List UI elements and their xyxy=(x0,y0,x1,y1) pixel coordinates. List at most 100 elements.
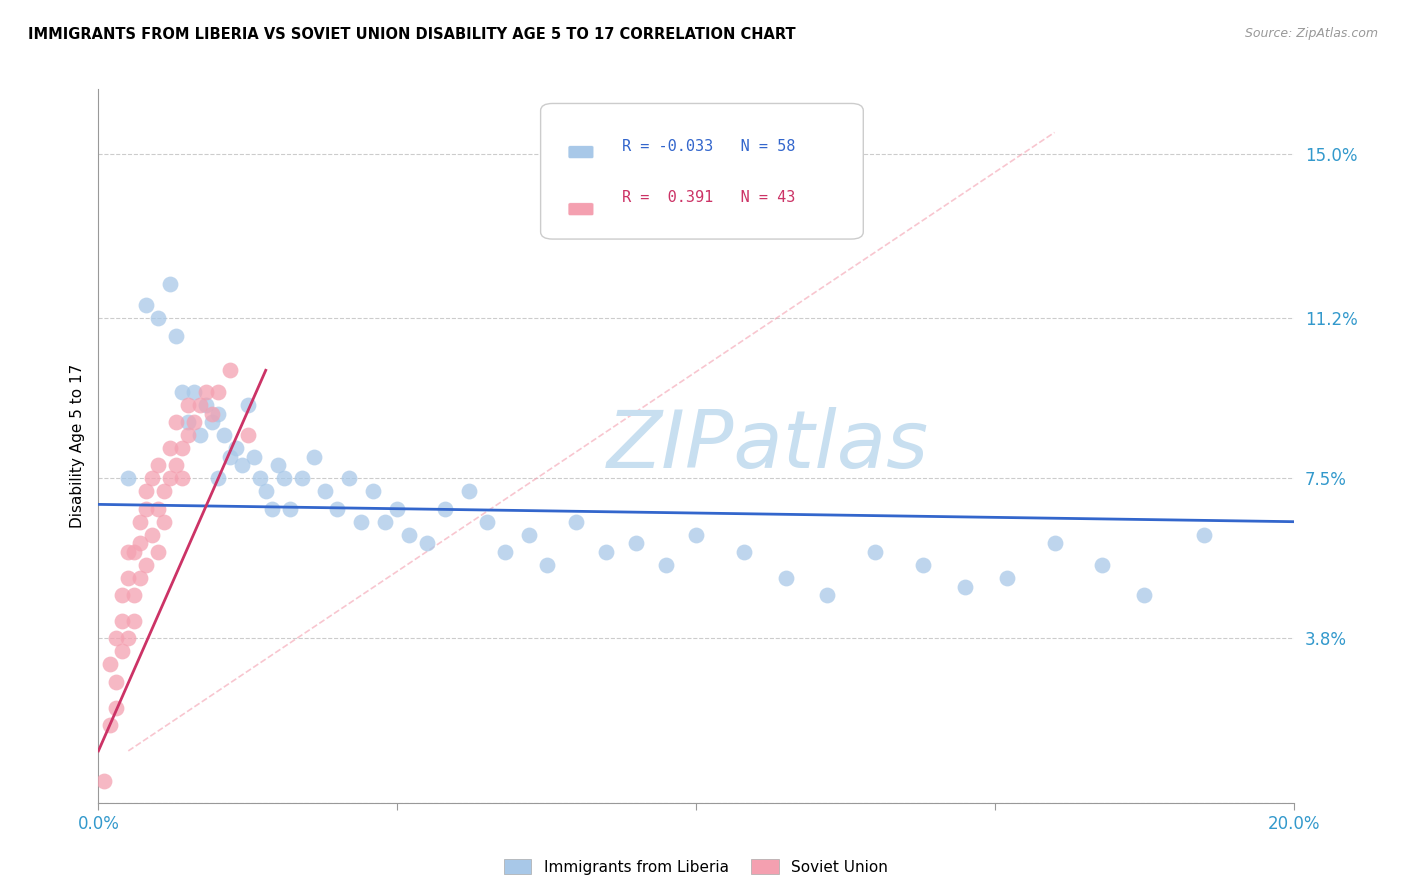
Point xyxy=(172,384,194,399)
Point xyxy=(339,471,360,485)
Point xyxy=(148,501,170,516)
Point xyxy=(685,527,707,541)
Text: R =  0.391   N = 43: R = 0.391 N = 43 xyxy=(621,190,796,205)
Point xyxy=(201,415,224,429)
Point xyxy=(111,614,134,628)
Point xyxy=(111,644,134,658)
Point xyxy=(172,471,194,485)
Point xyxy=(117,545,139,559)
Point xyxy=(159,441,181,455)
Point xyxy=(243,450,266,464)
Point xyxy=(385,501,409,516)
Point xyxy=(135,558,157,572)
Point xyxy=(153,515,176,529)
Point xyxy=(111,588,134,602)
Point xyxy=(236,428,259,442)
Point xyxy=(129,515,152,529)
Point xyxy=(434,501,457,516)
Point xyxy=(458,484,481,499)
Point xyxy=(775,571,797,585)
Point xyxy=(416,536,439,550)
Point xyxy=(117,632,139,646)
Point xyxy=(165,458,187,473)
Point xyxy=(995,571,1018,585)
Point xyxy=(148,458,170,473)
Point xyxy=(1091,558,1114,572)
Point xyxy=(135,501,157,516)
Point xyxy=(249,471,271,485)
Point xyxy=(315,484,337,499)
Point xyxy=(98,657,122,672)
Point xyxy=(595,545,617,559)
Point xyxy=(124,588,146,602)
Point xyxy=(129,571,152,585)
Point xyxy=(219,363,242,377)
Point xyxy=(231,458,253,473)
Point xyxy=(225,441,247,455)
Point xyxy=(565,515,588,529)
Text: R = -0.033   N = 58: R = -0.033 N = 58 xyxy=(621,139,796,153)
Point xyxy=(398,527,420,541)
Point xyxy=(207,407,229,421)
Point xyxy=(815,588,838,602)
Text: ZIPatlas: ZIPatlas xyxy=(606,407,929,485)
Text: IMMIGRANTS FROM LIBERIA VS SOVIET UNION DISABILITY AGE 5 TO 17 CORRELATION CHART: IMMIGRANTS FROM LIBERIA VS SOVIET UNION … xyxy=(28,27,796,42)
Text: Source: ZipAtlas.com: Source: ZipAtlas.com xyxy=(1244,27,1378,40)
Point xyxy=(302,450,325,464)
Point xyxy=(124,614,146,628)
Legend: Immigrants from Liberia, Soviet Union: Immigrants from Liberia, Soviet Union xyxy=(498,853,894,880)
Point xyxy=(135,298,157,312)
Point xyxy=(350,515,373,529)
Point xyxy=(188,398,211,412)
Point xyxy=(536,558,558,572)
Point xyxy=(159,471,181,485)
Point xyxy=(105,632,128,646)
Point xyxy=(260,501,283,516)
Point xyxy=(183,384,205,399)
Point xyxy=(105,674,128,689)
FancyBboxPatch shape xyxy=(568,145,593,159)
FancyBboxPatch shape xyxy=(568,202,593,216)
Point xyxy=(117,471,139,485)
Point xyxy=(177,415,200,429)
Point xyxy=(194,398,218,412)
Point xyxy=(93,774,115,789)
Point xyxy=(207,384,229,399)
Point xyxy=(141,527,163,541)
Point xyxy=(363,484,385,499)
Y-axis label: Disability Age 5 to 17: Disability Age 5 to 17 xyxy=(69,364,84,528)
Point xyxy=(105,700,128,714)
Point xyxy=(865,545,887,559)
Point xyxy=(517,527,540,541)
Point xyxy=(1043,536,1066,550)
Point xyxy=(177,428,200,442)
Point xyxy=(911,558,934,572)
Point xyxy=(219,450,242,464)
Point xyxy=(494,545,516,559)
Point xyxy=(117,571,139,585)
Point xyxy=(475,515,498,529)
Point xyxy=(290,471,312,485)
Point xyxy=(188,428,211,442)
Point xyxy=(326,501,349,516)
Point xyxy=(733,545,755,559)
Point xyxy=(953,580,976,594)
Point xyxy=(141,471,163,485)
Point xyxy=(624,536,647,550)
Point xyxy=(212,428,235,442)
Point xyxy=(278,501,301,516)
Point xyxy=(1192,527,1215,541)
Point xyxy=(655,558,678,572)
Point xyxy=(254,484,277,499)
Point xyxy=(153,484,176,499)
Point xyxy=(374,515,396,529)
Point xyxy=(267,458,290,473)
Point xyxy=(201,407,224,421)
Point xyxy=(273,471,295,485)
Point xyxy=(148,311,170,326)
Point xyxy=(148,545,170,559)
Point xyxy=(129,536,152,550)
Point xyxy=(124,545,146,559)
Point xyxy=(183,415,205,429)
Point xyxy=(159,277,181,291)
